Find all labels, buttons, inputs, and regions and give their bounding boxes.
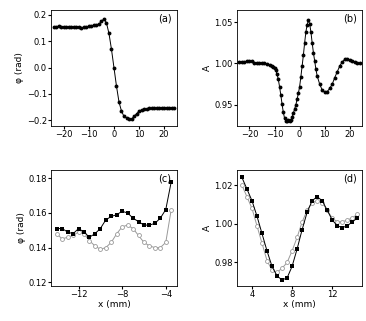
X-axis label: x (mm): x (mm) (98, 300, 130, 309)
Y-axis label: A: A (202, 65, 212, 71)
Y-axis label: φ (rad): φ (rad) (17, 212, 26, 243)
Y-axis label: φ (rad): φ (rad) (15, 52, 24, 83)
X-axis label: x (mm): x (mm) (283, 300, 316, 309)
Text: (c): (c) (158, 173, 171, 183)
Text: (a): (a) (158, 13, 172, 23)
Text: (b): (b) (344, 13, 357, 23)
Y-axis label: A: A (202, 225, 212, 231)
Text: (d): (d) (344, 173, 357, 183)
